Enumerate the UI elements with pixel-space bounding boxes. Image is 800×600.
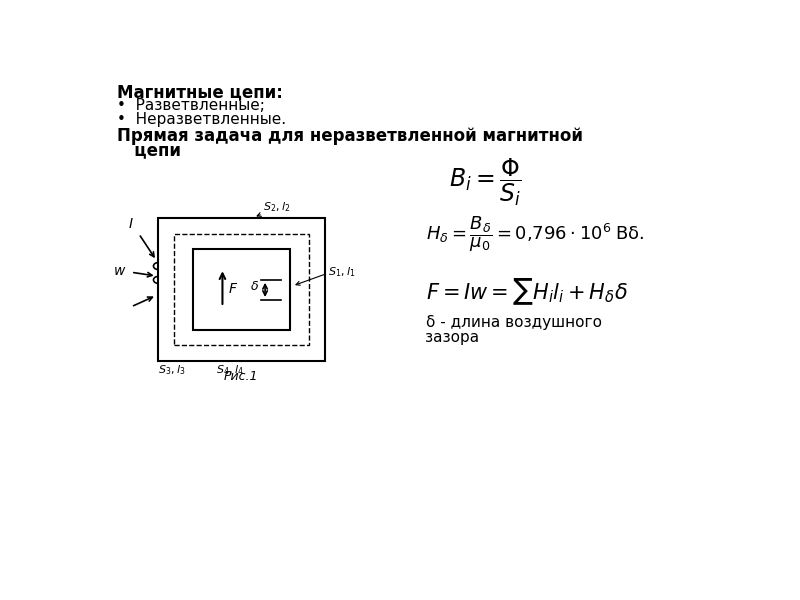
Text: $S_3,l_3$: $S_3,l_3$ <box>158 363 186 377</box>
Text: $H_\delta = \dfrac{B_\delta}{\mu_0} = 0{,}796 \cdot 10^6\;\mathrm{B\delta.}$: $H_\delta = \dfrac{B_\delta}{\mu_0} = 0{… <box>426 214 644 254</box>
Text: $F$: $F$ <box>228 282 238 296</box>
Bar <box>193 249 290 330</box>
Text: $B_i = \dfrac{\Phi}{S_i}$: $B_i = \dfrac{\Phi}{S_i}$ <box>449 157 522 208</box>
Text: δ - длина воздушного: δ - длина воздушного <box>426 314 602 329</box>
Text: $w$: $w$ <box>113 263 126 278</box>
Text: Прямая задача для неразветвленной магнитной: Прямая задача для неразветвленной магнит… <box>117 127 583 145</box>
Text: Рис.1: Рис.1 <box>224 370 258 383</box>
Bar <box>158 218 325 361</box>
Text: $S_1,l_1$: $S_1,l_1$ <box>328 265 355 279</box>
Text: •  Неразветвленные.: • Неразветвленные. <box>117 112 286 127</box>
Text: •  Разветвленные;: • Разветвленные; <box>117 98 265 113</box>
Text: $\delta$: $\delta$ <box>250 280 259 293</box>
Text: Магнитные цепи:: Магнитные цепи: <box>117 83 283 101</box>
Text: $I$: $I$ <box>128 217 134 230</box>
Text: цепи: цепи <box>117 141 181 159</box>
Text: $F = Iw = \sum H_i l_i + H_\delta\delta$: $F = Iw = \sum H_i l_i + H_\delta\delta$ <box>426 276 627 307</box>
Bar <box>174 234 310 346</box>
Text: $S_2,l_2$: $S_2,l_2$ <box>262 200 290 214</box>
Text: $S_4,l_4$: $S_4,l_4$ <box>216 363 244 377</box>
Text: зазора: зазора <box>426 330 480 345</box>
